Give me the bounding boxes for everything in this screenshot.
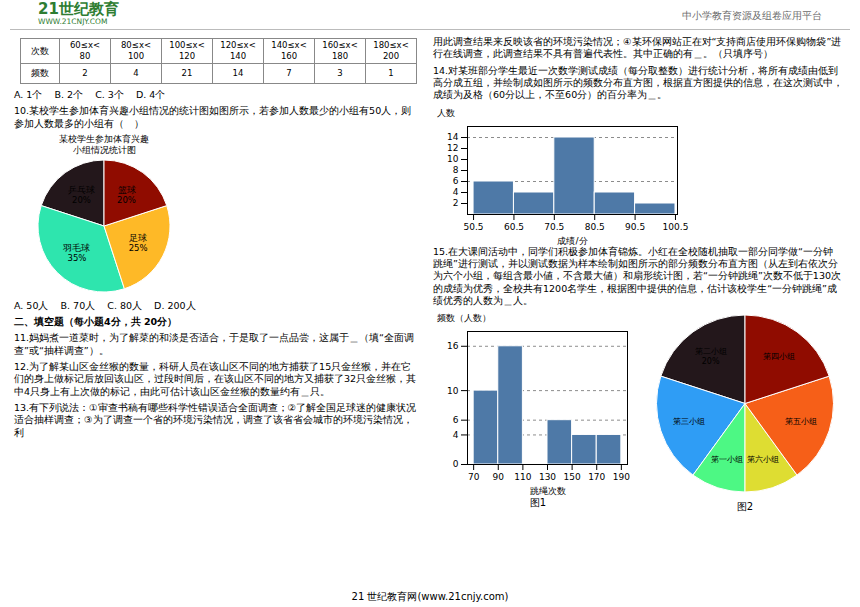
html-text:14.对某班部分学生最近一次数学测试成绩（每分取整数）进行统: 14.对某班部分学生最近一次数学测试成绩（每分取整数）进行统计分析，将所有成绩由… — [433, 64, 843, 101]
html-text:15.在大课间活动中，同学们积极参加体育锦炼。小红在全校随机: 15.在大课间活动中，同学们积极参加体育锦炼。小红在全校随机抽取一部分同学做“一… — [433, 245, 841, 307]
html-text:140≤x< 160: 140≤x< 160 — [271, 40, 307, 61]
html-text:A. 1个 B. 2个 C. 3个 D. 4个: A. 1个 B. 2个 C. 3个 D. 4个 — [14, 89, 166, 101]
html-text:频数: 频数 — [31, 68, 49, 79]
svg-text:第三小组: 第三小组 — [673, 418, 705, 427]
svg-text:乒乓球20%: 乒乓球20% — [68, 185, 95, 205]
svg-text:4: 4 — [453, 430, 459, 440]
svg-text:170: 170 — [588, 472, 605, 482]
svg-text:频数（人数）: 频数（人数） — [437, 313, 491, 323]
html-text:中小学教育资源及组卷应用平台: 中小学教育资源及组卷应用平台 — [682, 10, 822, 21]
svg-text:第六小组: 第六小组 — [747, 455, 779, 464]
html-text:4: 4 — [133, 68, 139, 79]
html-text:12.为了解某山区金丝猴的数量，科研人员在该山区不同的地方捕: 12.为了解某山区金丝猴的数量，科研人员在该山区不同的地方捕获了15只金丝猴，并… — [14, 360, 417, 397]
html-text:某校学生参加体育兴趣 小组情况统计图: 某校学生参加体育兴趣 小组情况统计图 — [59, 134, 149, 156]
svg-text:10: 10 — [447, 154, 459, 164]
html-text:7: 7 — [286, 68, 292, 79]
svg-text:8: 8 — [453, 165, 459, 175]
svg-text:第二小组20%: 第二小组20% — [695, 348, 727, 366]
svg-text:篮球20%: 篮球20% — [117, 185, 136, 205]
svg-text:2: 2 — [453, 198, 459, 208]
svg-text:12: 12 — [447, 143, 458, 153]
svg-text:150: 150 — [564, 472, 581, 482]
svg-text:70.5: 70.5 — [544, 222, 564, 232]
svg-text:130: 130 — [539, 472, 556, 482]
html-text:80≤x< 100: 80≤x< 100 — [121, 40, 151, 61]
svg-text:成绩/分: 成绩/分 — [557, 235, 587, 245]
svg-text:60.5: 60.5 — [504, 222, 524, 232]
svg-text:0: 0 — [453, 460, 459, 470]
html-text:图1: 图1 — [529, 497, 547, 509]
svg-text:90.5: 90.5 — [625, 222, 645, 232]
svg-text:70: 70 — [468, 472, 480, 482]
html-text:21世纪教育: 21世纪教育 — [38, 0, 119, 19]
svg-text:110: 110 — [514, 472, 531, 482]
svg-text:50.5: 50.5 — [464, 222, 484, 232]
html-text:21 世纪教育网(www.21cnjy.com): 21 世纪教育网(www.21cnjy.com) — [351, 591, 509, 602]
svg-text:第一小组: 第一小组 — [711, 455, 743, 464]
html-text:13.有下列说法：①审查书稿有哪些科学性错误适合全面调查；②: 13.有下列说法：①审查书稿有哪些科学性错误适合全面调查；②了解全国足球迷的健康… — [14, 402, 417, 438]
html-text:100≤x< 120: 100≤x< 120 — [169, 40, 205, 61]
svg-text:第四小组: 第四小组 — [763, 352, 795, 361]
svg-text:羽毛球35%: 羽毛球35% — [63, 243, 90, 263]
html-text:10.某校学生参加体育兴趣小组情况的统计图如图所示，若参加人: 10.某校学生参加体育兴趣小组情况的统计图如图所示，若参加人数最少的小组有50人… — [14, 105, 412, 129]
svg-text:16: 16 — [447, 342, 459, 352]
html-text:21: 21 — [181, 68, 193, 79]
html-text:2: 2 — [82, 68, 88, 79]
html-text:1: 1 — [388, 68, 394, 79]
svg-text:80.5: 80.5 — [585, 222, 605, 232]
html-text:A. 50人 B. 70人 C. 80人 D. 200人: A. 50人 B. 70人 C. 80人 D. 200人 — [14, 299, 196, 311]
svg-text:90: 90 — [493, 472, 505, 482]
html-text:图2: 图2 — [736, 500, 754, 512]
svg-text:14: 14 — [447, 132, 459, 142]
svg-text:6: 6 — [453, 176, 459, 186]
svg-text:第五小组: 第五小组 — [785, 418, 817, 427]
svg-text:100.5: 100.5 — [663, 222, 689, 232]
html-text:次数: 次数 — [31, 45, 49, 56]
svg-text:190: 190 — [613, 472, 630, 482]
svg-text:人数: 人数 — [437, 108, 455, 118]
html-text:二、填空题（每小题4分，共 20分）: 二、填空题（每小题4分，共 20分） — [14, 315, 178, 327]
svg-text:6: 6 — [453, 415, 459, 425]
svg-text:跳绳次数: 跳绳次数 — [530, 486, 566, 496]
svg-text:10: 10 — [447, 386, 459, 396]
svg-text:足球25%: 足球25% — [129, 234, 148, 254]
html-text:160≤x< 180: 160≤x< 180 — [322, 40, 358, 61]
html-text:14: 14 — [232, 68, 244, 79]
html-text:60≤x< 80: 60≤x< 80 — [70, 40, 100, 61]
html-text:120≤x< 140: 120≤x< 140 — [220, 40, 256, 61]
html-text:WWW.21CNJY.COM: WWW.21CNJY.COM — [38, 16, 108, 26]
svg-text:4: 4 — [453, 187, 459, 197]
html-text:用此调查结果来反映该省的环境污染情况；④某环保网站正在对“支: 用此调查结果来反映该省的环境污染情况；④某环保网站正在对“支持商店使用环保购物袋… — [433, 36, 842, 60]
html-text:3: 3 — [337, 68, 343, 79]
html-text:180≤x< 200: 180≤x< 200 — [373, 40, 409, 61]
html-text:11.妈妈煮一道菜时，为了解菜的和淡是否适合，于是取了一点品: 11.妈妈煮一道菜时，为了解菜的和淡是否适合，于是取了一点品尝，这属于＿（填“全… — [14, 332, 414, 356]
